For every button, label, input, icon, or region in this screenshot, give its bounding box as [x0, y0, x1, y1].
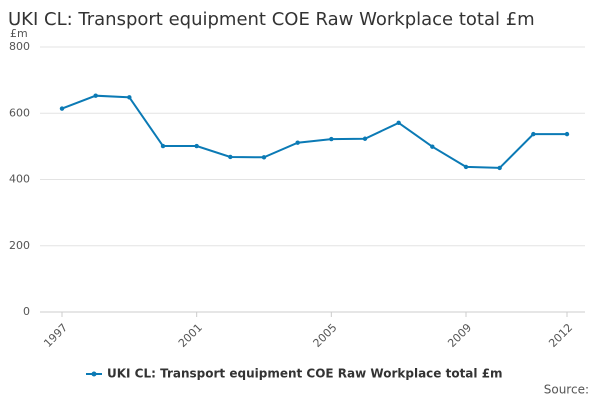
- source: Source:: [544, 383, 589, 397]
- chart-title: UKI CL: Transport equipment COE Raw Work…: [8, 9, 535, 30]
- x-tick-label: 2009: [445, 321, 474, 350]
- data-point: [531, 131, 536, 137]
- y-tick-label: 400: [9, 173, 30, 186]
- data-point: [228, 154, 233, 160]
- data-point: [127, 95, 132, 100]
- y-tick-label: 200: [9, 239, 30, 252]
- data-point: [329, 136, 334, 142]
- data-point: [463, 164, 469, 170]
- data-point: [396, 120, 401, 126]
- data-point: [362, 136, 368, 141]
- data-point: [261, 155, 267, 160]
- x-tick-label: 2001: [176, 321, 205, 350]
- data-point: [430, 144, 435, 149]
- data-point: [295, 140, 300, 145]
- data-point: [59, 106, 65, 111]
- legend-label: UKI CL: Transport equipment COE Raw Work…: [107, 367, 503, 381]
- y-axis-unit: £m: [10, 27, 28, 40]
- data-point: [93, 93, 98, 98]
- x-tick-label: 2012: [546, 321, 575, 350]
- legend-marker: [91, 371, 97, 377]
- y-tick-label: 0: [23, 305, 30, 318]
- x-tick-label: 2005: [311, 321, 340, 350]
- data-line: [61, 94, 567, 169]
- data-point: [497, 165, 502, 171]
- y-tick-label: 600: [9, 106, 30, 119]
- data-point: [194, 143, 199, 149]
- y-tick-label: 800: [9, 40, 30, 53]
- data-point: [564, 131, 570, 137]
- x-tick-label: 1997: [41, 321, 70, 350]
- data-point: [160, 143, 166, 149]
